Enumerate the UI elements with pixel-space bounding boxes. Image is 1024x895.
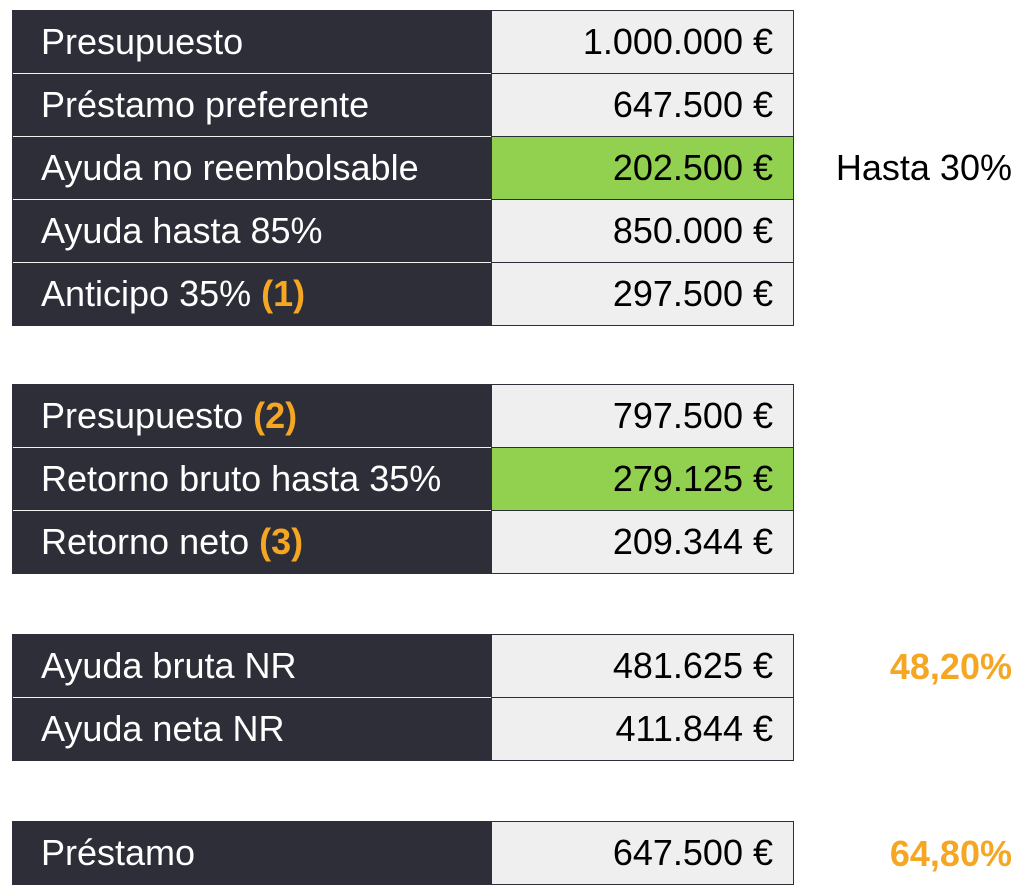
- row-label: Préstamo: [13, 822, 491, 884]
- row-value-highlighted: 202.500 €: [491, 136, 793, 199]
- row-value: 209.344 €: [491, 510, 793, 573]
- table-row: Retorno neto (3) 209.344 €: [13, 510, 793, 573]
- row-value: 647.500 €: [491, 822, 793, 884]
- row-label: Retorno neto (3): [13, 511, 491, 573]
- return-table: Presupuesto (2) 797.500 € Retorno bruto h…: [12, 384, 794, 574]
- grant-percentage: 48,20%: [889, 646, 1012, 687]
- footnote-marker: (2): [253, 395, 298, 436]
- footnote-marker: (1): [261, 273, 306, 314]
- row-label: Ayuda neta NR: [13, 698, 491, 760]
- table-row: Presupuesto 1.000.000 €: [13, 11, 793, 73]
- table-row: Ayuda hasta 85% 850.000 €: [13, 199, 793, 262]
- row-value: 481.625 €: [491, 635, 793, 697]
- row-value: 297.500 €: [491, 262, 793, 325]
- table-row: Ayuda neta NR 411.844 €: [13, 697, 793, 760]
- grant-table: Ayuda bruta NR 481.625 € Ayuda neta NR 4…: [12, 634, 794, 761]
- row-label: Retorno bruto hasta 35%: [13, 448, 491, 510]
- row-label: Presupuesto (2): [13, 385, 491, 447]
- table-row: Préstamo 647.500 €: [13, 822, 793, 884]
- row-label: Ayuda bruta NR: [13, 635, 491, 697]
- budget-table: Presupuesto 1.000.000 € Préstamo prefere…: [12, 10, 794, 326]
- row-label: Préstamo preferente: [13, 74, 491, 136]
- row-value: 1.000.000 €: [491, 11, 793, 73]
- loan-table: Préstamo 647.500 €: [12, 821, 794, 885]
- row-value: 647.500 €: [491, 73, 793, 136]
- row-value: 850.000 €: [491, 199, 793, 262]
- loan-percentage: 64,80%: [889, 833, 1012, 874]
- table-row: Retorno bruto hasta 35% 279.125 €: [13, 447, 793, 510]
- row-value: 797.500 €: [491, 385, 793, 447]
- row-label: Ayuda hasta 85%: [13, 200, 491, 262]
- table-row: Anticipo 35% (1) 297.500 €: [13, 262, 793, 325]
- table-row: Préstamo preferente 647.500 €: [13, 73, 793, 136]
- table-row: Presupuesto (2) 797.500 €: [13, 385, 793, 447]
- row-label: Ayuda no reembolsable: [13, 137, 491, 199]
- table-row: Ayuda no reembolsable 202.500 €: [13, 136, 793, 199]
- side-note: Hasta 30%: [835, 147, 1012, 188]
- row-label: Presupuesto: [13, 11, 491, 73]
- footnote-marker: (3): [259, 521, 304, 562]
- row-label: Anticipo 35% (1): [13, 263, 491, 325]
- row-value: 411.844 €: [491, 697, 793, 760]
- row-value-highlighted: 279.125 €: [491, 447, 793, 510]
- table-row: Ayuda bruta NR 481.625 €: [13, 635, 793, 697]
